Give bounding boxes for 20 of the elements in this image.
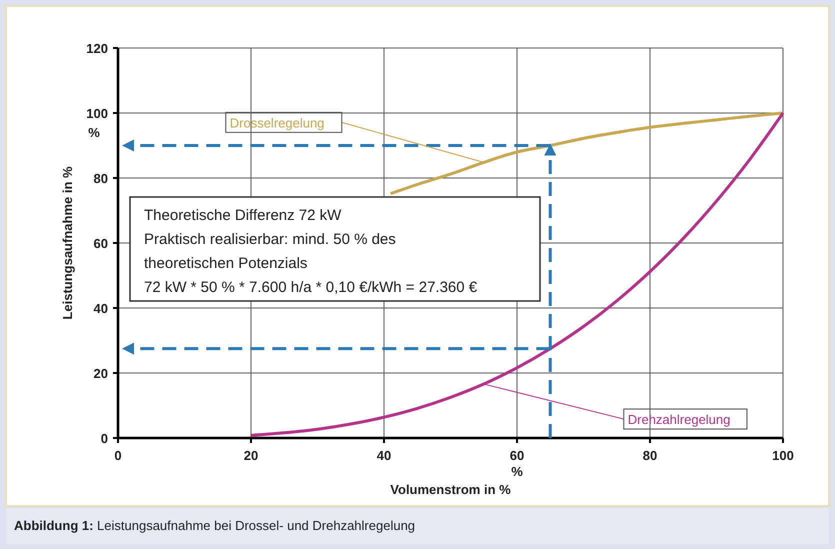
y-tick-label: 40 <box>94 301 108 316</box>
y-tick-label: 120 <box>86 41 108 56</box>
y-tick-label: 0 <box>100 431 108 446</box>
x-tick-label: 80 <box>642 448 658 463</box>
text: % <box>511 464 524 479</box>
y-tick-label: 20 <box>94 366 108 381</box>
x-axis-title: Volumenstrom in % <box>390 482 512 497</box>
annotation: Theoretische Differenz 72 kW Praktisch realisierbar: mind. 50 % des theoretischen Potenzials 72 kW * 50 % * 7.600 h/a * 0,10 €/kWh = 27.360 € <box>144 207 478 296</box>
line-series <box>389 112 784 196</box>
y-axis-title: Leistungsaufnahme in % <box>60 166 75 320</box>
x-tick-label: 40 <box>376 448 392 463</box>
y-tick-label: 60 <box>94 236 108 251</box>
x-tick-label: 100 <box>772 448 794 463</box>
text: Abbildung 1: Leistungsaufnahme bei Drossel- und Drehzahlregelung <box>14 518 416 533</box>
y-tick-label: 100 <box>86 106 108 121</box>
x-tick-label: 60 <box>510 448 524 463</box>
text: % <box>88 125 100 140</box>
x-tick-label: 0 <box>114 448 122 463</box>
x-tick-label: 20 <box>244 448 258 463</box>
y-tick-label: 80 <box>94 171 108 186</box>
